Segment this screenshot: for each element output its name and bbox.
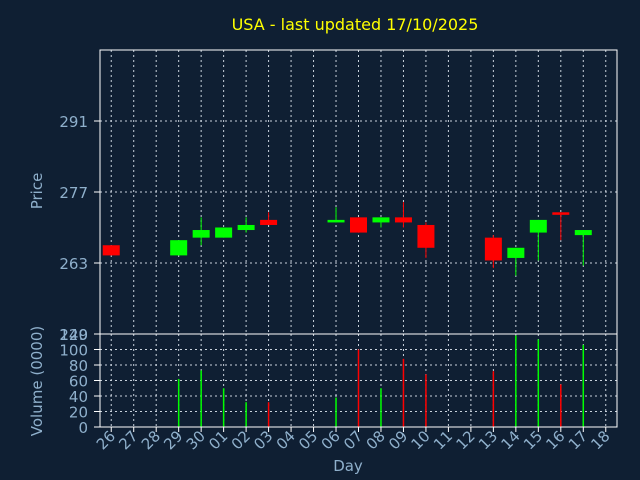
volume-bar-02 bbox=[245, 402, 247, 427]
volume-tick-label: 40 bbox=[69, 388, 88, 406]
candle-body bbox=[484, 237, 502, 261]
candle-body bbox=[327, 219, 345, 223]
candle-body bbox=[507, 247, 525, 258]
price-tick-label: 263 bbox=[59, 255, 88, 273]
candle-body bbox=[529, 219, 547, 233]
volume-bar-06 bbox=[335, 397, 337, 427]
candle-30 bbox=[192, 217, 210, 246]
candle-13 bbox=[484, 235, 502, 269]
candle-17 bbox=[574, 230, 592, 266]
volume-tick-label: 100 bbox=[59, 342, 88, 360]
volume-bar-07 bbox=[357, 349, 360, 427]
candle-body bbox=[417, 224, 435, 248]
volume-axis-label: Volume (0000) bbox=[28, 326, 46, 436]
volume-bar-10 bbox=[425, 374, 427, 427]
volume-bar-01 bbox=[222, 388, 225, 427]
candle-body bbox=[260, 219, 278, 225]
candle-16 bbox=[552, 212, 570, 241]
candle-02 bbox=[237, 217, 255, 233]
candle-body bbox=[215, 227, 233, 238]
candle-14 bbox=[507, 247, 525, 276]
candle-09 bbox=[394, 202, 412, 228]
candle-body bbox=[102, 245, 120, 256]
candle-26 bbox=[102, 245, 120, 256]
volume-bar-03 bbox=[267, 402, 270, 427]
candle-29 bbox=[170, 240, 188, 256]
volume-tick-label: 60 bbox=[69, 373, 88, 391]
chart-title: USA - last updated 17/10/2025 bbox=[232, 15, 479, 34]
candle-06 bbox=[327, 207, 345, 223]
candle-08 bbox=[372, 217, 390, 228]
price-tick-label: 291 bbox=[59, 113, 88, 131]
candle-body bbox=[394, 217, 412, 223]
candle-body bbox=[170, 240, 188, 256]
volume-bar-17 bbox=[582, 344, 585, 427]
candle-03 bbox=[260, 212, 278, 225]
volume-tick-label: 20 bbox=[69, 404, 88, 422]
price-tick-label: 249 bbox=[59, 326, 88, 344]
candle-07 bbox=[350, 217, 367, 233]
volume-bar-13 bbox=[492, 371, 495, 427]
volume-tick-label: 80 bbox=[69, 357, 88, 375]
volume-tick-label: 0 bbox=[78, 419, 88, 437]
volume-panel: 0204060801001202627282930010203040506070… bbox=[59, 326, 618, 453]
volume-frame bbox=[99, 333, 618, 428]
candle-body bbox=[372, 217, 390, 223]
candle-body bbox=[574, 230, 592, 236]
candle-10 bbox=[417, 222, 435, 258]
x-axis-label: Day bbox=[333, 457, 363, 475]
volume-bar-16 bbox=[560, 384, 562, 427]
candle-body bbox=[552, 212, 570, 215]
volume-tick-label: 120 bbox=[59, 326, 88, 344]
candle-body bbox=[350, 217, 367, 233]
candle-body bbox=[237, 224, 255, 231]
volume-bar-30 bbox=[200, 370, 202, 427]
volume-bar-08 bbox=[380, 388, 382, 427]
x-tick-label: 18 bbox=[587, 427, 613, 453]
volume-bar-14 bbox=[515, 335, 517, 427]
price-panel: 249 263 277 291 bbox=[59, 49, 618, 344]
candle-body bbox=[192, 230, 210, 238]
candle-15 bbox=[529, 219, 547, 261]
candle-01 bbox=[215, 227, 233, 238]
price-tick-label: 277 bbox=[59, 184, 88, 202]
price-axis-label: Price bbox=[28, 173, 46, 210]
volume-bar-15 bbox=[537, 339, 540, 427]
volume-bar-29 bbox=[177, 378, 180, 427]
volume-bar-09 bbox=[402, 358, 405, 427]
